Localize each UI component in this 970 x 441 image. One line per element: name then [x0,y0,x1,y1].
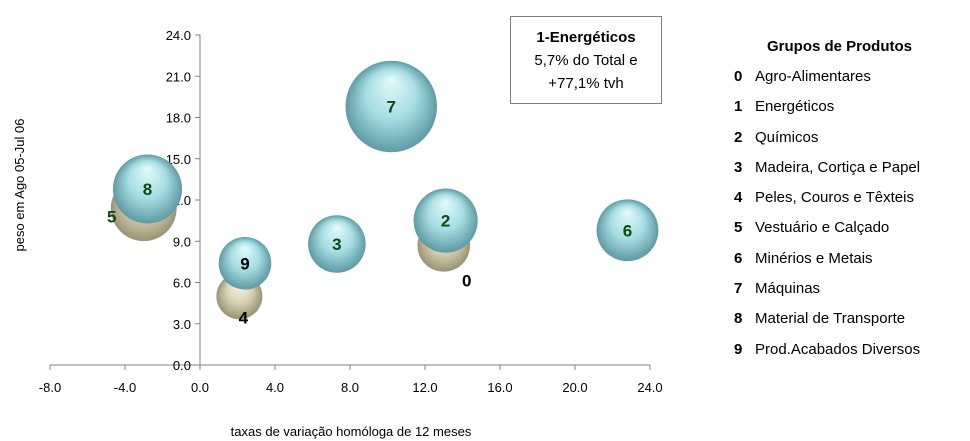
legend-item: 2 Químicos [732,123,968,153]
bubble-7 [345,60,438,153]
legend-item: 6 Minérios e Metais [732,244,968,274]
legend-item: 4 Peles, Couros e Têxteis [732,183,968,213]
x-tick-label: -4.0 [114,380,136,395]
legend-item: 3 Madeira, Cortiça e Papel [732,153,968,183]
legend-label: Químicos [755,128,819,146]
legend-title: Grupos de Produtos [766,38,912,55]
bubble-label-3: 3 [332,235,341,254]
legend-item: 5 Vestuário e Calçado [732,213,968,243]
legend-code: 6 [734,249,743,267]
annotation-box: 1-Energéticos 5,7% do Total e +77,1% tvh [510,16,662,104]
x-tick-label: 12.0 [412,380,437,395]
legend: Grupos de Produtos 0 Agro-Alimentares 1 En… [732,38,968,365]
legend-item: 8 Material de Transporte [732,304,968,334]
y-tick-label: 3.0 [173,317,191,332]
legend-label: Vestuário e Calçado [755,219,890,237]
y-tick-label: 9.0 [173,234,191,249]
bubble-9 [218,236,272,290]
bubble-label-2: 2 [441,212,450,231]
legend-code: 7 [734,280,743,298]
bubble-label-7: 7 [387,98,396,117]
legend-list: 0 Agro-Alimentares 1 Energéticos 2 Químicos… [732,62,968,365]
bubble-label-8: 8 [143,180,152,199]
y-tick-label: 15.0 [166,152,191,167]
bubble-2 [413,188,478,253]
legend-code: 3 [734,158,743,176]
legend-code: 8 [734,310,743,328]
y-axis-title: peso em Ago 05-Jul 06 [12,119,27,252]
y-tick-label: 18.0 [166,111,191,126]
legend-label: Energéticos [755,98,835,116]
bubble-6 [596,199,659,262]
legend-item: 0 Agro-Alimentares [732,62,968,92]
legend-label: Minérios e Metais [755,249,873,267]
legend-label: Madeira, Cortiça e Papel [755,158,921,176]
legend-label: Agro-Alimentares [755,68,871,85]
bubble-label-5: 5 [107,207,116,226]
annotation-title: 1-Energéticos [536,29,636,46]
annotation-line: 5,7% do Total e [534,52,638,69]
legend-code: 5 [734,219,743,237]
y-tick-label: 6.0 [173,276,191,291]
legend-code: 0 [734,68,743,85]
x-axis-title: taxas de variação homóloga de 12 meses [231,424,472,439]
bubble-label-9: 9 [240,254,249,273]
legend-label: Prod.Acabados Diversos [755,340,921,358]
legend-code: 1 [734,98,743,116]
legend-label: Peles, Couros e Têxteis [755,189,914,207]
legend-code: 4 [734,189,743,207]
legend-item: 7 Máquinas [732,274,968,304]
y-tick-label: 24.0 [166,28,191,43]
bubble-8 [112,154,183,224]
x-tick-label: -8.0 [39,380,61,395]
legend-code: 9 [734,340,743,358]
bubble-label-4: 4 [239,308,249,327]
bubbles [110,60,659,320]
x-tick-label: 8.0 [341,380,359,395]
x-tick-label: 4.0 [266,380,284,395]
y-tick-label: 21.0 [166,69,191,84]
legend-code: 2 [734,128,743,146]
x-tick-label: 20.0 [562,380,587,395]
legend-item: 1 Energéticos [732,92,968,122]
x-tick-label: 0.0 [191,380,209,395]
annotation-line: +77,1% tvh [548,75,624,92]
x-tick-label: 24.0 [637,380,662,395]
y-tick-label: 0.0 [173,358,191,373]
bubble-3 [308,215,366,273]
legend-label: Máquinas [755,280,821,298]
bubble-label-6: 6 [623,221,632,240]
legend-label: Material de Transporte [755,310,906,328]
x-tick-label: 16.0 [487,380,512,395]
bubble-labels: 0 5 4 8 9 3 7 2 6 [107,98,632,328]
bubble-label-0: 0 [462,271,471,290]
legend-item: 9 Prod.Acabados Diversos [732,335,968,365]
